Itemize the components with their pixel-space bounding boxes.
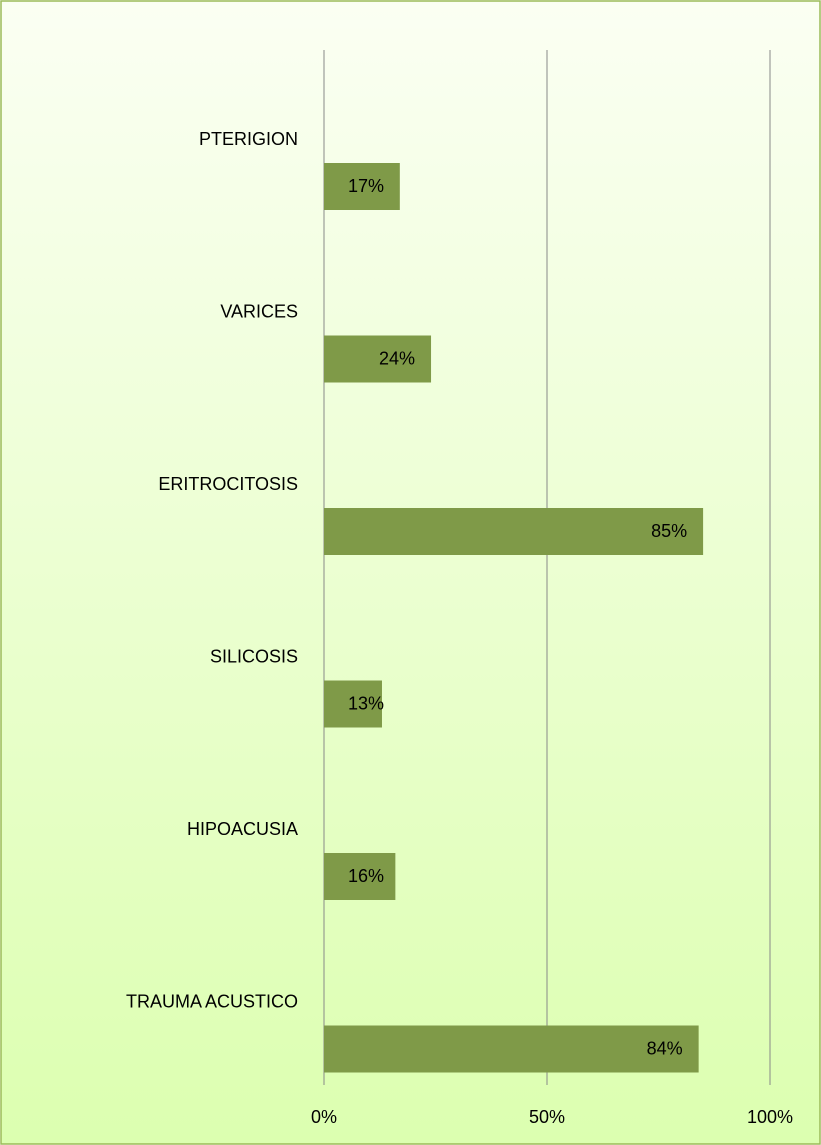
- x-tick-label: 0%: [311, 1107, 337, 1127]
- value-label: 84%: [647, 1038, 683, 1058]
- category-label: TRAUMA ACUSTICO: [126, 991, 298, 1011]
- x-tick-label: 50%: [529, 1107, 565, 1127]
- category-label: SILICOSIS: [210, 646, 298, 666]
- bar: [324, 508, 704, 555]
- value-label: 24%: [379, 348, 415, 368]
- x-tick-label: 100%: [747, 1107, 793, 1127]
- bar: [324, 335, 432, 383]
- value-label: 13%: [348, 693, 384, 713]
- category-label: VARICES: [220, 301, 298, 321]
- bar: [324, 853, 396, 900]
- value-label: 17%: [348, 176, 384, 196]
- bar: [324, 1025, 699, 1073]
- category-label: ERITROCITOSIS: [158, 474, 298, 494]
- category-label: HIPOACUSIA: [187, 819, 298, 839]
- value-label: 85%: [651, 521, 687, 541]
- category-label: PTERIGION: [199, 129, 298, 149]
- value-label: 16%: [348, 866, 384, 886]
- bar: [324, 680, 382, 728]
- bar: [324, 163, 400, 210]
